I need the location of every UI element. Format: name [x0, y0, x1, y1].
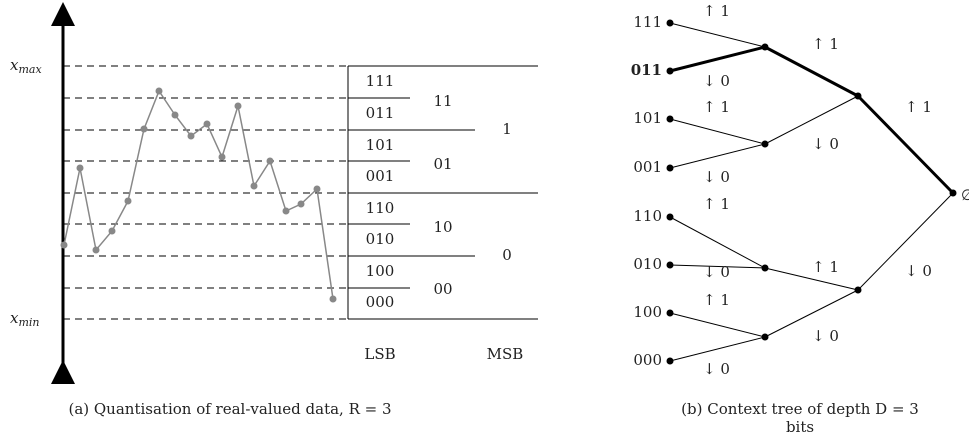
- edge-label: ↑ 1: [812, 258, 839, 276]
- signal-point: [92, 246, 100, 254]
- leaf-label: 100: [633, 303, 662, 321]
- signal-point: [155, 87, 163, 95]
- leaf-label: 110: [633, 207, 662, 225]
- signal-point: [171, 111, 179, 119]
- caption: (b) Context tree of depth D = 3: [681, 400, 919, 418]
- lsb-label: 011: [366, 104, 395, 122]
- lsb-label: 111: [366, 72, 395, 90]
- tree-node: [666, 67, 674, 75]
- msb-label: 0: [502, 246, 512, 264]
- edge-label: ↓ 0: [703, 72, 730, 90]
- signal-point: [187, 132, 195, 140]
- signal-point: [250, 182, 258, 190]
- signal-point: [218, 153, 226, 161]
- tree-edge: [764, 45, 859, 98]
- edge-label: ↓ 0: [703, 168, 730, 186]
- mid-label: 00: [433, 280, 452, 298]
- lsb-label: 010: [366, 230, 395, 248]
- signal-point: [140, 125, 148, 133]
- signal-point: [76, 164, 84, 172]
- signal-point: [282, 207, 290, 215]
- tree-edge: [669, 22, 766, 48]
- lsb-header: LSB: [364, 345, 395, 363]
- edge-label: ↑ 1: [703, 291, 730, 309]
- tree-node: [666, 115, 674, 123]
- msb-label: 1: [502, 120, 512, 138]
- leaf-label: 101: [633, 109, 662, 127]
- mid-label: 10: [433, 218, 452, 236]
- signal-point: [266, 157, 274, 165]
- tree-edge: [669, 264, 766, 269]
- tree-node: [666, 261, 674, 269]
- tree-node: [666, 357, 674, 365]
- tree-edge: [764, 95, 859, 145]
- subscript: max: [18, 63, 42, 76]
- tree-edge: [669, 216, 766, 269]
- caption: (a) Quantisation of real-valued data, R …: [68, 400, 391, 418]
- axis-label: xmax: [10, 56, 42, 76]
- edge-label: ↑ 1: [703, 2, 730, 20]
- msb-header: MSB: [487, 345, 524, 363]
- leaf-label: 001: [633, 158, 662, 176]
- mid-label: 11: [433, 92, 452, 110]
- mid-label: 01: [433, 155, 452, 173]
- subscript: min: [18, 316, 39, 329]
- signal-point: [108, 227, 116, 235]
- signal-point: [124, 197, 132, 205]
- panel-a: xmaxxmin11101110100111001010000011011000…: [10, 2, 538, 418]
- edge-label: ↓ 0: [703, 360, 730, 378]
- tree-edge: [669, 336, 766, 362]
- edge-label: ↑ 1: [812, 35, 839, 53]
- lsb-label: 101: [366, 136, 395, 154]
- edge-label: ↓ 0: [905, 262, 932, 280]
- signal-point: [297, 200, 305, 208]
- tree-node: [666, 164, 674, 172]
- signal-line: [63, 89, 334, 300]
- edge-label: ↑ 1: [703, 195, 730, 213]
- tree-edge: [669, 118, 766, 145]
- symbol: x: [10, 56, 19, 74]
- leaf-label: 010: [633, 255, 662, 273]
- edge-label: ↓ 0: [812, 135, 839, 153]
- lsb-label: 000: [366, 293, 395, 311]
- leaf-label: 000: [633, 351, 662, 369]
- tree-edge: [669, 143, 766, 169]
- caption: bits: [786, 418, 814, 436]
- tree-edge: [669, 45, 766, 73]
- edge-label: ↓ 0: [812, 327, 839, 345]
- tree-edge: [764, 289, 859, 338]
- lsb-label: 110: [366, 199, 395, 217]
- tree-node: [854, 92, 862, 100]
- panel-b: 111 011 101 001 110 010 100 000 ↑ 1 ↓ 0 ↑ 1 ↓ 0 ↑ 1 ↓…: [631, 2, 969, 436]
- tree-node: [761, 264, 769, 272]
- signal-point: [60, 241, 68, 249]
- tree-edge: [764, 267, 859, 291]
- leaf-label: 011: [631, 61, 662, 79]
- signal-point: [234, 102, 242, 110]
- edge-label: ↓ 0: [703, 263, 730, 281]
- tree-node: [761, 43, 769, 51]
- tree-edge: [669, 312, 766, 338]
- tree-edge: [857, 192, 954, 291]
- tree-node: [761, 333, 769, 341]
- tree-edge: [856, 94, 955, 195]
- edge-label: ↑ 1: [703, 98, 730, 116]
- tree-node: [761, 140, 769, 148]
- edge-label: ↑ 1: [905, 98, 932, 116]
- tree-node: [666, 19, 674, 27]
- signal-point: [313, 185, 321, 193]
- axis-label: xmin: [10, 309, 40, 329]
- lsb-label: 100: [366, 262, 395, 280]
- tree-node: [854, 286, 862, 294]
- tree-node: [949, 189, 957, 197]
- leaf-label: 111: [633, 13, 662, 31]
- lsb-label: 001: [366, 167, 395, 185]
- root-label: ∅: [961, 186, 969, 204]
- symbol: x: [10, 309, 19, 327]
- signal-point: [329, 295, 337, 303]
- signal-point: [203, 120, 211, 128]
- tree-node: [666, 309, 674, 317]
- tree-node: [666, 213, 674, 221]
